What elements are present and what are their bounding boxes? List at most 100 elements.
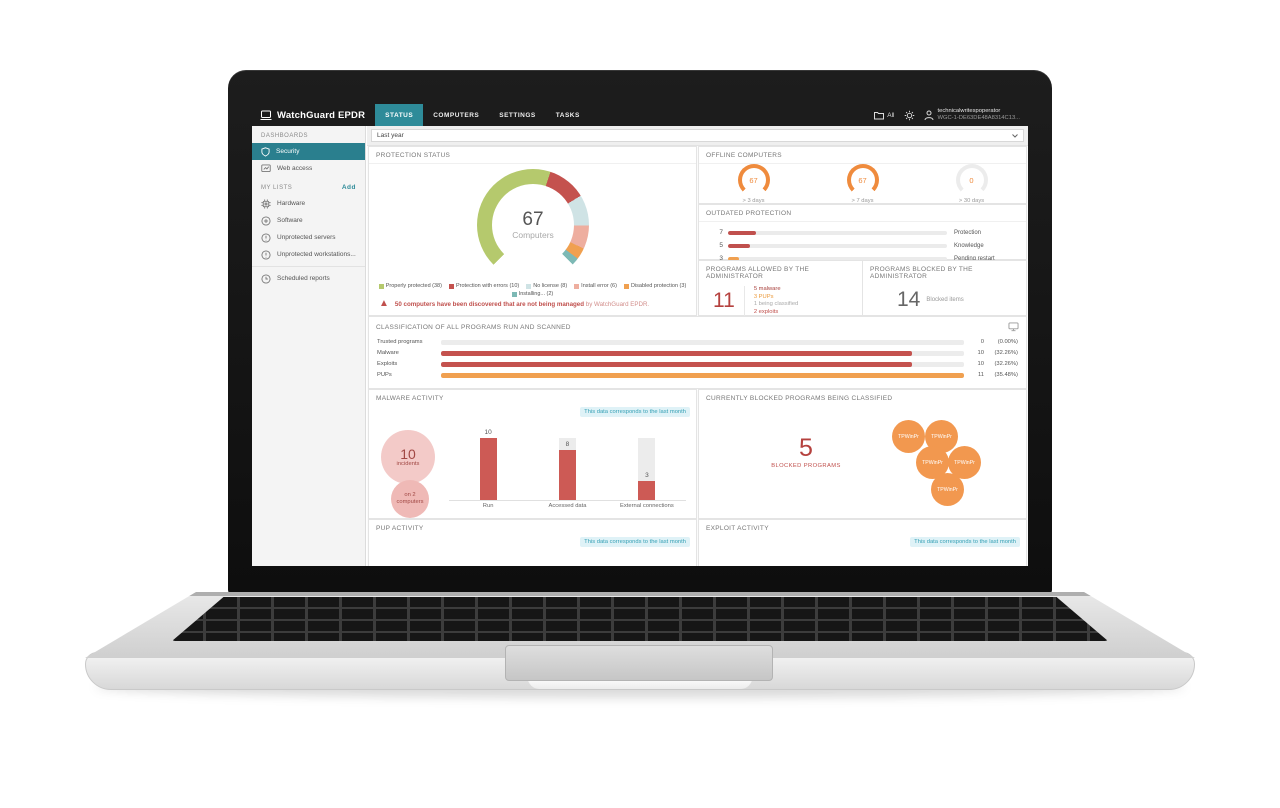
bar-fill (441, 361, 912, 367)
bar-track: 10 (479, 429, 497, 500)
bar-track (441, 361, 964, 367)
legend-swatch (448, 283, 454, 289)
last-month-badge: This data corresponds to the last month (580, 407, 690, 417)
sidebar-item-label: Web access (277, 165, 313, 172)
program-bubble[interactable]: TPWinPr (892, 420, 925, 453)
classification-header: CLASSIFICATION OF ALL PROGRAMS RUN AND S… (369, 317, 1026, 335)
malware-bar-chart: 10 8 3 (449, 428, 686, 501)
group-scope-selector[interactable]: All (874, 111, 895, 120)
computers-count: 67 (522, 209, 544, 230)
panel-programs-allowed: PROGRAMS ALLOWED BY THE ADMINISTRATOR 11… (698, 260, 863, 317)
sidebar-item-label: Hardware (277, 200, 306, 207)
sidebar-divider (252, 266, 365, 267)
sidebar-item-security[interactable]: Security (252, 143, 365, 160)
tab-status[interactable]: STATUS (375, 104, 424, 126)
panel-title: PROGRAMS BLOCKED BY THE ADMINISTRATOR (870, 266, 973, 280)
nav-right: All technicalwritespoperator (874, 104, 1028, 126)
folder-icon (874, 111, 885, 120)
panel-classification: CLASSIFICATION OF ALL PROGRAMS RUN AND S… (368, 316, 1027, 389)
chevron-down-icon (1012, 133, 1018, 138)
sidebar-item-scheduled-reports[interactable]: Scheduled reports (252, 270, 365, 287)
laptop-trackpad (505, 645, 773, 681)
sidebar-item-software[interactable]: Software (252, 212, 365, 229)
program-bubble[interactable]: TPWinPr (948, 446, 981, 479)
unmanaged-warning[interactable]: ▲ 50 computers have been discovered that… (379, 299, 690, 309)
bar-fill (441, 350, 912, 356)
sidebar-item-unprotected-workstations[interactable]: Unprotected workstations... (252, 246, 365, 263)
bar-track (441, 339, 964, 345)
classification-row: Malware 10 (32.26%) (377, 350, 1018, 356)
tab-settings[interactable]: SETTINGS (499, 111, 536, 119)
panel-malware-activity: MALWARE ACTIVITY This data corresponds t… (368, 389, 697, 519)
outdated-row: 3 Pending restart (719, 255, 995, 262)
blocked-label: Blocked items (926, 297, 964, 303)
legend-item: Installing... (2) (511, 291, 553, 297)
bar-track: 8 (558, 438, 576, 500)
panel-offline-computers: OFFLINE COMPUTERS 67 > 3 days 67 > 7 day… (698, 146, 1027, 204)
gauge-ring: 67 (846, 164, 879, 196)
bar-accessed-data: 8 (528, 438, 606, 500)
sidebar-item-unprotected-servers[interactable]: Unprotected servers (252, 229, 365, 246)
user-menu[interactable]: technicalwritespoperator WGC-1-DE63DE48A… (924, 108, 1020, 122)
add-list-link[interactable]: Add (341, 184, 356, 191)
panel-blocked-classified: CURRENTLY BLOCKED PROGRAMS BEING CLASSIF… (698, 389, 1027, 519)
panel-title: PROGRAMS ALLOWED BY THE ADMINISTRATOR (706, 266, 810, 280)
allowed-count: 11 (713, 289, 735, 313)
classification-row: PUPs 11 (35.48%) (377, 372, 1018, 378)
dashboard-panels: PROTECTION STATUS 67 Computers Properly … (367, 146, 1028, 566)
classification-row: Trusted programs 0 (0.00%) (377, 339, 1018, 345)
legend-swatch (574, 283, 580, 289)
outdated-row: 5 Knowledge (719, 242, 984, 249)
sidebar: DASHBOARDS Security Web access (252, 126, 366, 566)
bar-run: 10 (449, 429, 527, 500)
brand-label: WatchGuard EPDR (277, 109, 366, 121)
panel-title: OFFLINE COMPUTERS (699, 147, 1026, 164)
alert-circle-icon (261, 249, 271, 260)
clock-icon (261, 273, 271, 284)
divider (743, 286, 745, 317)
software-icon (261, 215, 271, 226)
sidebar-item-label: Unprotected servers (277, 234, 336, 241)
bar-fill (728, 243, 750, 248)
tab-computers[interactable]: COMPUTERS (433, 111, 480, 119)
panel-title: PROTECTION STATUS (369, 147, 696, 164)
panel-title: OUTDATED PROTECTION (699, 205, 1026, 222)
blocked-programs-count: 5 BLOCKED PROGRAMS (771, 434, 841, 470)
user-info: technicalwritespoperator WGC-1-DE63DE48A… (938, 108, 1020, 122)
legend-swatch (378, 283, 384, 289)
computers-bubble: on 2 computers (391, 480, 429, 518)
protection-legend: Properly protected (38) Protection with … (377, 283, 688, 297)
panel-title: MALWARE ACTIVITY (376, 395, 444, 402)
gauge-3-days: 67 > 3 days (714, 164, 794, 204)
bar-fill (558, 450, 576, 500)
gauge-30-days: 0 > 30 days (932, 164, 1012, 204)
allowed-breakdown: 5 malware 3 PUPs 1 being classified 2 ex… (753, 286, 799, 315)
program-bubble[interactable]: TPWinPr (931, 473, 964, 506)
monitor-icon[interactable] (1008, 322, 1019, 332)
time-range-select[interactable]: Last year (371, 129, 1024, 142)
bar-fill (479, 438, 497, 500)
user-id: WGC-1-DE63DE48A8314C13... (937, 115, 1020, 121)
legend-item: Install error (6) (574, 283, 617, 289)
panel-title: CLASSIFICATION OF ALL PROGRAMS RUN AND S… (376, 323, 571, 331)
legend-swatch (511, 291, 517, 297)
panel-outdated-protection: OUTDATED PROTECTION 7 Protection 5 Knowl… (698, 204, 1027, 262)
panel-programs-blocked: PROGRAMS BLOCKED BY THE ADMINISTRATOR 14… (862, 260, 1027, 316)
outdated-bars: 7 Protection 5 Knowledge 3 Pendin (699, 222, 1026, 262)
bar-track (728, 243, 947, 248)
legend-item: Properly protected (38) (378, 283, 442, 289)
tab-tasks[interactable]: TASKS (555, 111, 580, 119)
shield-icon (261, 146, 270, 157)
gear-icon[interactable] (904, 110, 915, 121)
bar-track (728, 230, 947, 235)
panel-title: CURRENTLY BLOCKED PROGRAMS BEING CLASSIF… (706, 395, 893, 402)
panel-title: EXPLOIT ACTIVITY (706, 525, 769, 532)
sidebar-item-web-access[interactable]: Web access (252, 160, 365, 177)
offline-gauges: 67 > 3 days 67 > 7 days 0 > 30 days (699, 164, 1026, 204)
warning-text: 50 computers have been discovered that a… (394, 300, 650, 308)
legend-item: Disabled protection (3) (623, 283, 686, 289)
user-icon (924, 110, 934, 121)
gauge-ring: 67 (737, 164, 770, 196)
sidebar-item-hardware[interactable]: Hardware (252, 195, 365, 212)
outdated-row: 7 Protection (719, 229, 982, 236)
